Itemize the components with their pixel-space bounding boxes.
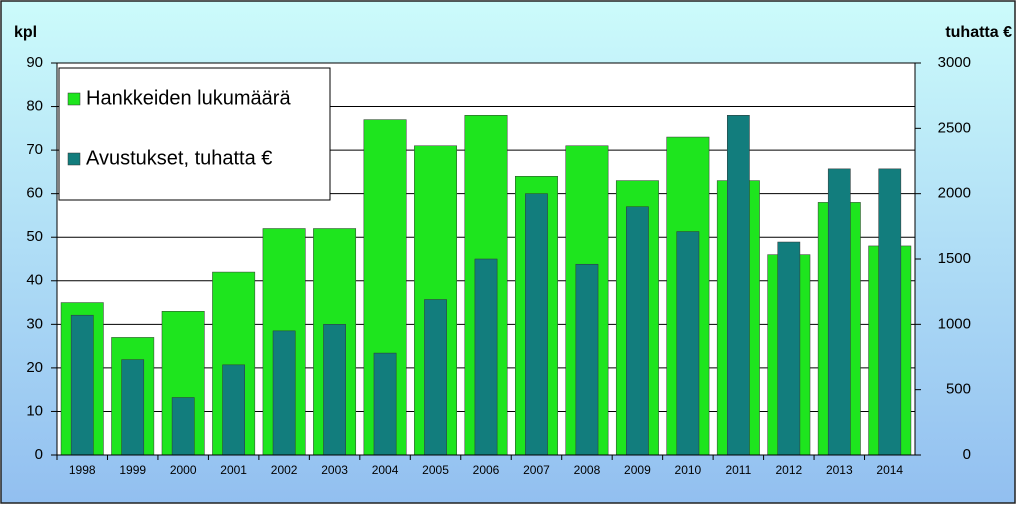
x-tick-label: 2010 — [675, 463, 702, 477]
bar — [676, 231, 700, 456]
bar — [575, 263, 599, 456]
y-tick-label: 60 — [26, 185, 43, 202]
x-tick-label: 2009 — [624, 463, 651, 477]
y-tick-label: 50 — [26, 228, 43, 245]
bar — [272, 330, 296, 456]
x-tick-label: 2008 — [574, 463, 601, 477]
x-tick-label: 2002 — [271, 463, 298, 477]
x-tick-label: 2013 — [826, 463, 853, 477]
legend-swatch — [67, 152, 81, 166]
legend-box — [58, 67, 331, 201]
x-tick-label: 2003 — [321, 463, 348, 477]
bar — [726, 115, 750, 456]
legend-swatch — [67, 92, 81, 106]
bar — [424, 299, 447, 456]
y-tick-label: 40 — [26, 272, 43, 289]
bar — [222, 364, 246, 456]
y-tick-label: 0 — [35, 446, 43, 463]
y2-axis-label: tuhatta € — [945, 24, 1012, 41]
x-tick-label: 2011 — [725, 463, 751, 477]
y2-tick-label: 1500 — [938, 250, 971, 267]
x-tick-label: 2005 — [422, 463, 449, 477]
y-tick-label: 90 — [26, 54, 43, 71]
y2-tick-label: 0 — [963, 446, 971, 463]
y-tick-label: 70 — [26, 141, 43, 158]
y-tick-label: 20 — [26, 359, 43, 376]
bar — [373, 352, 397, 456]
bar — [626, 206, 649, 456]
y-axis-label: kpl — [14, 24, 37, 41]
y-tick-label: 10 — [26, 402, 43, 419]
y2-tick-label: 3000 — [938, 54, 971, 71]
bar — [70, 314, 94, 456]
y2-tick-label: 2500 — [938, 119, 971, 136]
x-tick-label: 1999 — [119, 463, 146, 477]
x-tick-label: 2007 — [523, 463, 550, 477]
bar — [171, 397, 195, 456]
bar — [323, 324, 346, 456]
x-tick-label: 2012 — [775, 463, 802, 477]
x-tick-label: 2000 — [170, 463, 197, 477]
y2-tick-label: 2000 — [938, 185, 971, 202]
bar — [474, 258, 498, 456]
y-tick-label: 80 — [26, 98, 43, 115]
x-tick-label: 1998 — [69, 463, 96, 477]
legend-label: Avustukset, tuhatta € — [86, 147, 272, 169]
y-tick-label: 30 — [26, 315, 43, 332]
x-tick-label: 2014 — [876, 463, 903, 477]
x-tick-label: 2001 — [220, 463, 247, 477]
bar — [827, 168, 851, 456]
bar — [121, 359, 145, 456]
y2-tick-label: 1000 — [938, 315, 971, 332]
bar — [525, 193, 548, 456]
bar — [777, 241, 801, 456]
y2-tick-label: 500 — [946, 381, 971, 398]
x-tick-label: 2006 — [473, 463, 500, 477]
legend-label: Hankkeiden lukumäärä — [86, 87, 291, 109]
bar — [878, 168, 902, 456]
x-tick-label: 2004 — [372, 463, 399, 477]
